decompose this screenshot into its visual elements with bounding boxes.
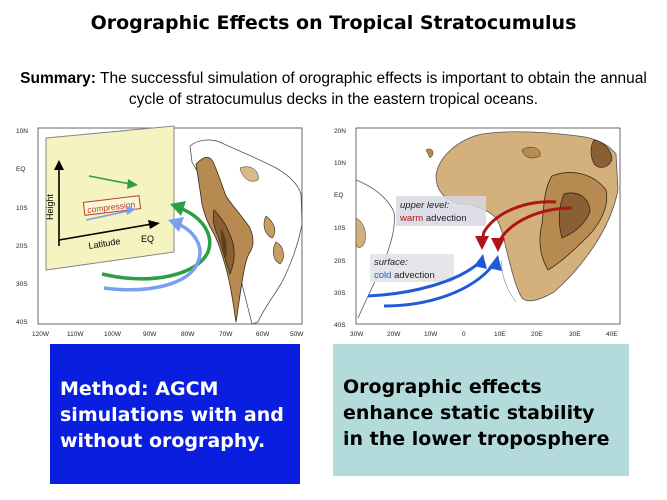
surface-label-background [370,254,454,282]
method-line: Method: AGCM [60,378,219,400]
upper-level-title: upper level: [400,200,449,211]
blue-flow-arrow [103,222,202,292]
southern-africa-high-contour [558,192,591,239]
compression-box [82,195,142,216]
summary-paragraph: Summary: The successful simulation of or… [6,68,661,110]
method-line: without orography. [60,430,266,452]
lon-tick: 40E [606,331,618,338]
brazil-highland-1 [263,215,276,239]
conclusion-line: Orographic effects [343,376,542,398]
page-title: Orographic Effects on Tropical Stratocum… [90,12,577,34]
lon-tick: 90W [143,331,157,338]
cold-advection-arrowhead-1 [474,254,487,269]
lat-tick: 10N [16,128,28,135]
central-africa-highland [521,146,541,159]
cold-word: cold [374,270,391,281]
conclusion-line: in the lower troposphere [343,428,610,450]
lon-tick: 0 [462,331,466,338]
height-axis-arrowhead [54,160,64,170]
latitude-label: Latitude [88,236,121,251]
lon-tick: 80W [181,331,195,338]
lat-tick: EQ [334,192,343,199]
lon-tick: 30E [569,331,581,338]
summary-label: Summary: [20,70,96,87]
conclusion-line: enhance static stability [343,402,595,424]
left-map-lat-ticks: 10N EQ 10S 20S 30S 40S [16,128,28,326]
upper-level-label: upper level: warm advection [396,196,486,226]
lon-tick: 50W [290,331,304,338]
inset-background [45,125,175,271]
lat-tick: 10S [334,225,346,232]
lat-tick: 30S [334,290,346,297]
lat-tick: EQ [16,166,25,173]
upper-level-label-background [396,196,486,226]
west-africa-highland [425,148,434,159]
right-map-lat-ticks: 20N 10N EQ 10S 20S 30S 40S [334,128,346,329]
lat-tick: 20S [16,243,28,250]
green-flow-arrow [101,206,212,281]
andes-peak-contour [220,228,227,258]
lat-tick: 10S [16,205,28,212]
lon-tick: 20E [531,331,543,338]
lon-tick: 10W [424,331,438,338]
warm-word: warm [399,213,423,224]
left-map-lon-ticks: 120W 110W 100W 90W 80W 70W 60W 50W [32,331,304,338]
right-map-lon-ticks: 30W 20W 10W 0 10E 20E 30E 40E [350,331,618,338]
brazil-highland [355,217,366,248]
surface-label: surface: cold advection [370,254,454,282]
guiana-highland [239,166,259,182]
inset-blue-arrow [85,210,129,221]
inset-green-arrow [88,175,131,185]
coastline-detail [501,259,517,303]
latitude-axis-arrowhead [148,220,160,229]
africa-map-panel: upper level: warm advection surface: col… [332,124,628,342]
lat-tick: 10N [334,160,346,167]
equator-label: EQ [141,234,154,244]
east-africa-highland [590,139,613,168]
lat-tick: 20N [334,128,346,135]
lon-tick: 120W [32,331,50,338]
inset-blue-arrowhead [126,206,136,215]
surface-title: surface: [374,257,408,268]
surface-advection-word: advection [391,270,434,281]
cold-advection-arrow-2 [383,263,496,308]
vertical-section-inset: Height Latitude EQ compression [45,125,175,271]
lon-tick: 70W [219,331,233,338]
blue-flow-arrowhead [168,217,184,232]
surface-advection: cold advection [374,270,435,281]
warm-advection-arrowhead-2 [491,238,505,252]
latitude-axis [58,223,153,241]
cold-advection-arrow-1 [367,260,482,298]
green-flow-arrowhead [170,201,186,216]
warm-advection-arrowhead-1 [475,236,489,250]
warm-advection-arrow-1 [480,200,557,241]
lon-tick: 20W [387,331,401,338]
height-label: Height [45,193,55,220]
lon-tick: 60W [256,331,270,338]
africa-map: upper level: warm advection surface: col… [334,127,621,338]
lat-tick: 40S [16,319,28,326]
inset-green-arrowhead [127,179,138,189]
upper-level-advection: warm advection [399,213,467,224]
south-america-east-coastline [355,179,395,319]
lat-tick: 30S [16,281,28,288]
method-line: simulations with and [60,404,284,426]
conclusion-box: Orographic effects enhance static stabil… [333,344,629,476]
brazil-highland-2 [273,241,284,265]
south-america-map: Height Latitude EQ compression 10N EQ 10… [16,125,304,338]
lat-tick: 40S [334,322,346,329]
upper-advection-word: advection [423,213,466,224]
lon-tick: 10E [494,331,506,338]
lon-tick: 100W [104,331,122,338]
method-box: Method: AGCM simulations with and withou… [50,344,300,484]
summary-text: The successful simulation of orographic … [100,70,647,108]
south-america-map-panel: Height Latitude EQ compression 10N EQ 10… [14,124,310,342]
lon-tick: 110W [67,331,84,338]
lon-tick: 30W [350,331,364,338]
cold-advection-arrowhead-2 [488,255,502,271]
lat-tick: 20S [334,258,346,265]
